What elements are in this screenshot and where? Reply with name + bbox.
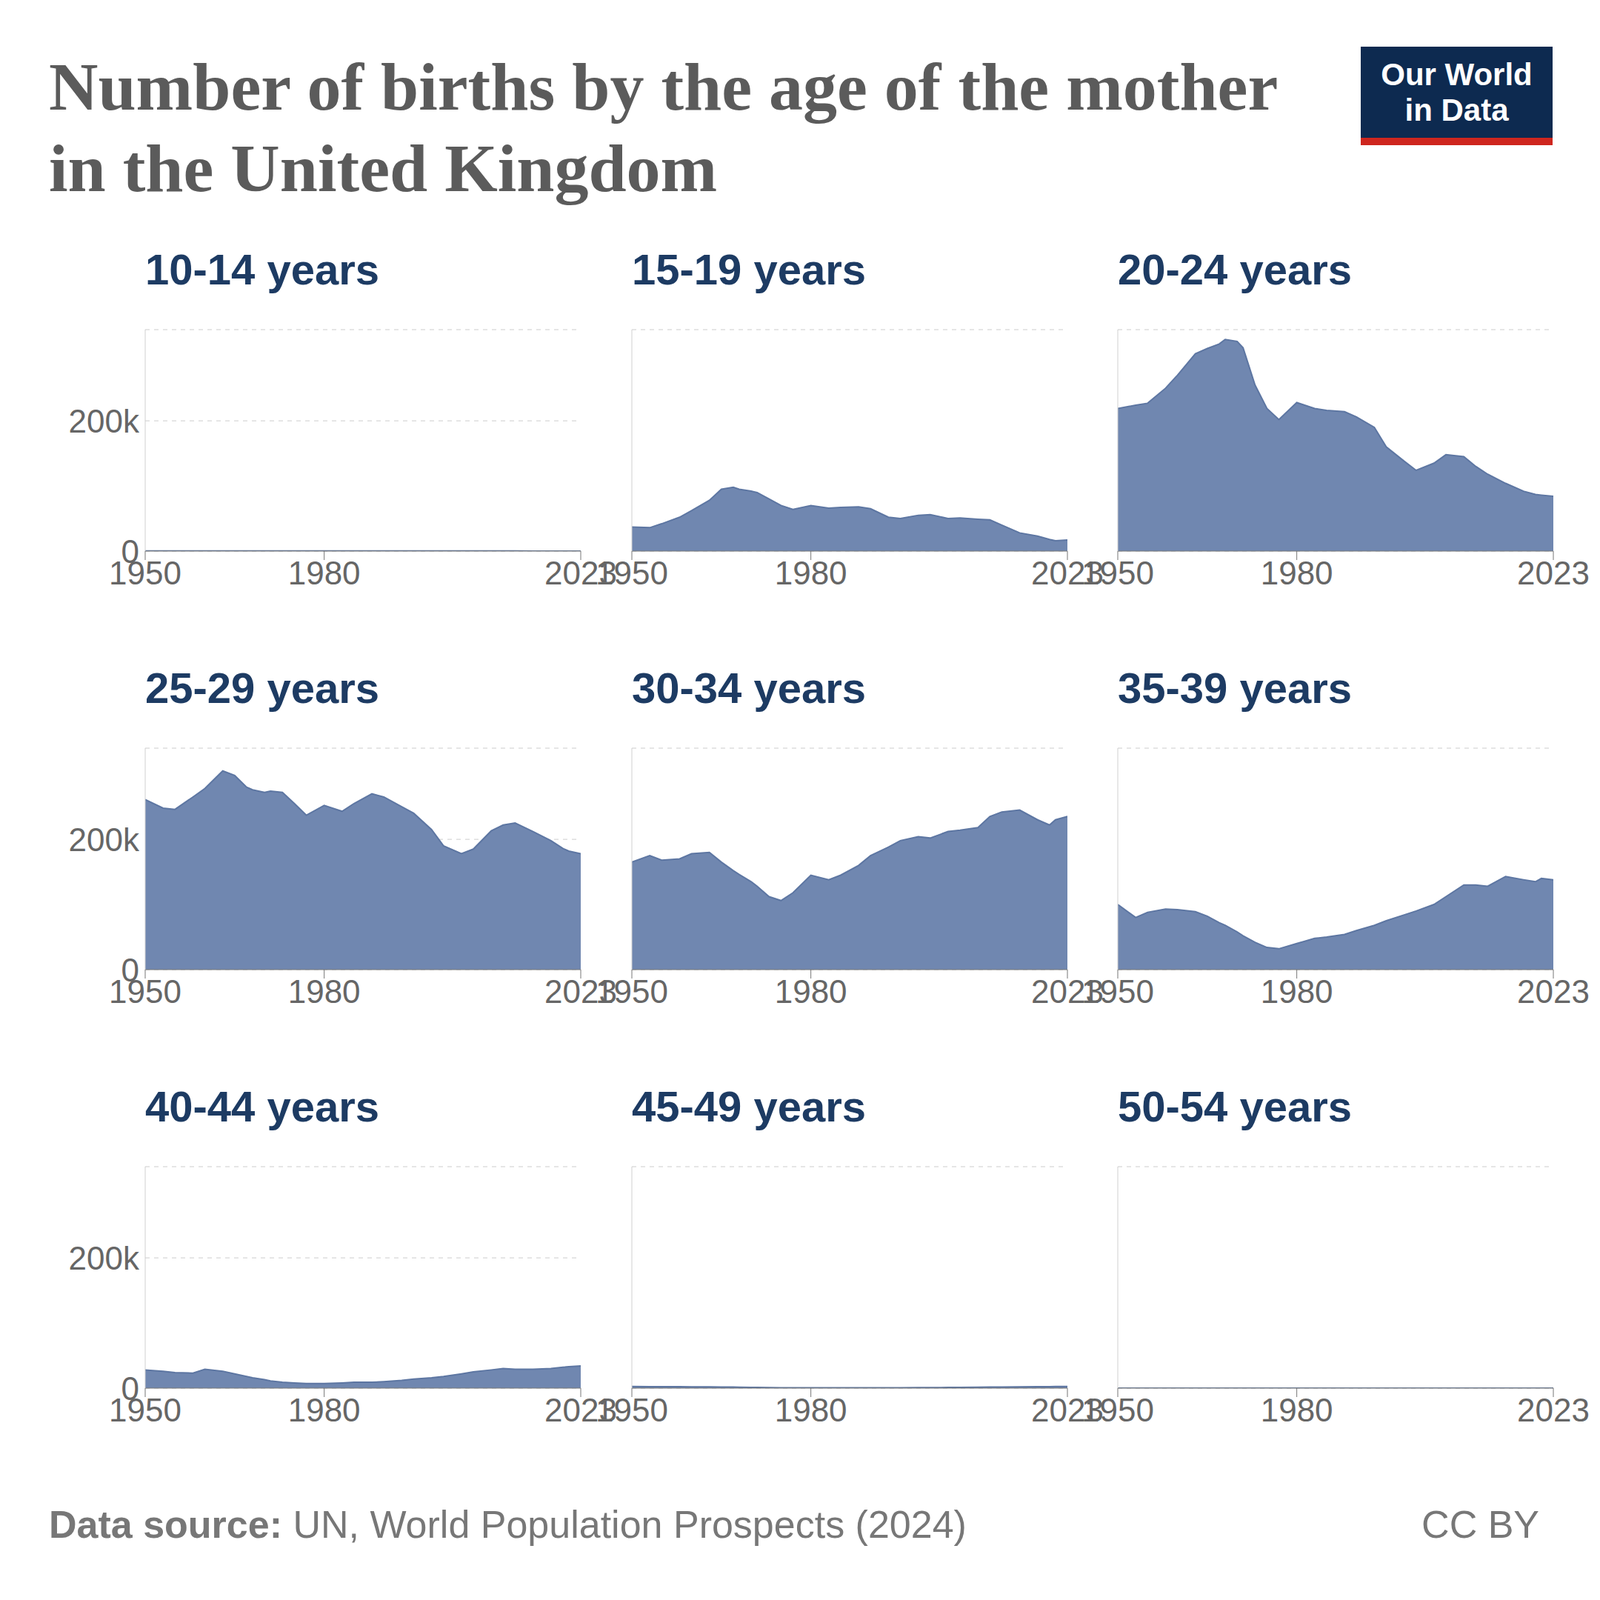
html-text:Our World: Our World [1380,56,1533,92]
svg-text:1980: 1980 [774,554,848,592]
html-text:Data source: UN, World Populat: Data source: UN, World Population Prospe… [48,1502,967,1546]
svg-text:1950: 1950 [108,1391,182,1429]
svg-text:0: 0 [121,1370,140,1407]
svg-text:1950: 1950 [595,1391,669,1429]
svg-text:0: 0 [121,951,140,989]
html-text:Number of births by the age of: Number of births by the age of the mothe… [48,48,1277,206]
svg-text:2023: 2023 [1031,973,1104,1010]
svg-text:1950: 1950 [108,973,182,1010]
html-text:20-24 years: 20-24 years [1117,245,1352,294]
svg-text:1980: 1980 [1260,973,1334,1010]
svg-text:1980: 1980 [1260,554,1334,592]
svg-text:1980: 1980 [288,973,361,1010]
svg-text:2023: 2023 [1031,554,1104,592]
svg-text:1980: 1980 [288,1391,361,1429]
html-text:45-49 years: 45-49 years [631,1082,866,1131]
svg-text:2023: 2023 [1031,1392,1104,1429]
svg-text:1950: 1950 [1081,1391,1155,1429]
html-text:CC BY: CC BY [1421,1502,1540,1546]
html-text:25-29 years: 25-29 years [145,663,380,712]
svg-text:200k: 200k [68,821,140,858]
svg-text:1950: 1950 [595,554,669,592]
svg-text:200k: 200k [68,402,140,440]
svg-text:1950: 1950 [1081,554,1155,592]
html-text:15-19 years: 15-19 years [631,245,866,294]
html-text:50-54 years: 50-54 years [1117,1082,1352,1131]
svg-text:1980: 1980 [1260,1391,1334,1429]
svg-text:1980: 1980 [774,973,848,1010]
html-text:10-14 years: 10-14 years [145,245,380,294]
html-text:35-39 years: 35-39 years [1117,663,1352,712]
svg-text:1950: 1950 [108,554,182,592]
svg-text:2023: 2023 [1517,1391,1590,1429]
svg-text:2023: 2023 [1517,973,1590,1010]
svg-text:2023: 2023 [544,973,617,1010]
svg-text:0: 0 [121,533,140,570]
html-text:40-44 years: 40-44 years [145,1082,380,1131]
svg-text:1980: 1980 [288,554,361,592]
svg-text:2023: 2023 [544,554,617,592]
svg-text:1980: 1980 [774,1391,848,1429]
html-text:in Data: in Data [1404,92,1509,128]
svg-text:1950: 1950 [1081,973,1155,1010]
svg-text:2023: 2023 [544,1392,617,1429]
html-text:30-34 years: 30-34 years [631,663,866,712]
svg-text:1950: 1950 [595,973,669,1010]
svg-text:2023: 2023 [1517,554,1590,592]
svg-text:200k: 200k [68,1240,140,1277]
